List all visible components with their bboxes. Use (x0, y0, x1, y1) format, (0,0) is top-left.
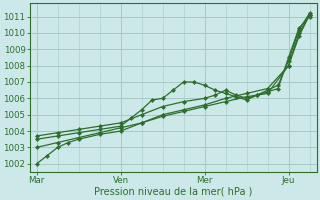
X-axis label: Pression niveau de la mer( hPa ): Pression niveau de la mer( hPa ) (94, 187, 252, 197)
